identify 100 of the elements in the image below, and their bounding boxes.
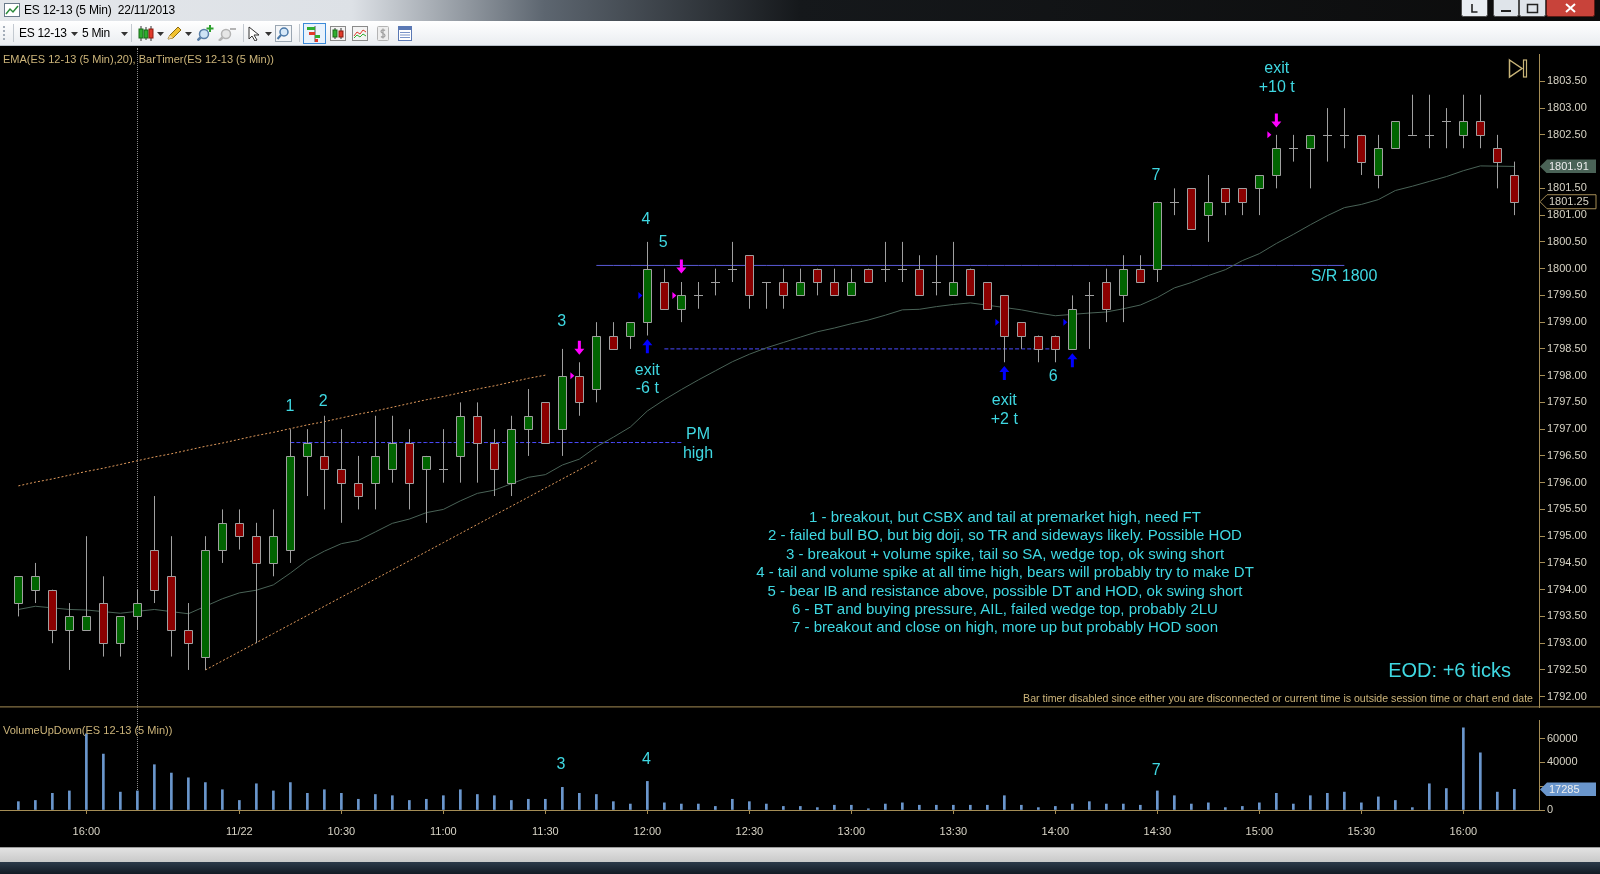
bar [238,800,241,810]
candlestick [710,268,721,296]
x-tick-label: 15:00 [1245,824,1274,837]
candlestick [438,428,449,484]
x-tick-label: 16:00 [72,824,101,837]
y-tick-label: 1794.00 [1547,582,1587,595]
annotation: 3 - breakout + volume spike, tail so SA, wedge top, ok swing short [785,544,1225,563]
annotation: 2 [318,392,328,411]
bar [1309,795,1312,810]
candlestick [354,455,363,510]
bar [561,787,564,810]
candlestick [880,241,891,283]
text: 1801.91 [1540,159,1596,174]
y-tick-label: 1793.50 [1547,609,1587,622]
y-tick-label: 1798.00 [1547,368,1587,381]
bar [391,795,394,810]
bar [289,782,292,810]
annotation: 1 [285,397,295,416]
bar [102,753,105,810]
candlestick [1459,94,1468,149]
x-tick-label: 11:30 [532,824,559,837]
y-tick-label: 0 [1547,803,1554,816]
x-tick-label: 14:30 [1143,824,1172,837]
annotation: 6 [1048,367,1058,386]
x-tick-label: 12:00 [633,824,662,837]
x-tick-label: 16:00 [1449,824,1478,837]
bar [663,802,666,810]
bar [1088,801,1091,810]
candlestick [761,281,772,310]
bar [1224,807,1227,810]
candlestick [1238,187,1247,216]
annotation: 5 [658,233,668,252]
bar [969,804,972,810]
y-tick-label: 1801.00 [1547,208,1587,221]
text: 1801.25 [1549,195,1589,208]
candlestick [949,241,958,296]
bar [1003,795,1006,810]
bar [1462,727,1465,810]
x-tick-label: 15:30 [1347,824,1376,837]
bar [935,804,938,810]
bar [204,782,207,810]
bar [1326,792,1329,810]
candlestick [303,428,312,497]
bar [187,777,190,810]
bar [408,800,411,810]
annotation: Bar timer disabled since either you are disconnected or current time is outside session time or chart end date [1023,692,1533,705]
bar [1377,796,1380,810]
candlestick [65,602,74,671]
chart-subtitle: EMA(ES 12-13 (5 Min),20), BarTimer(ES 12-13 (5 Min)) [3,53,274,66]
bar [901,802,904,810]
annotation: 6 - BT and buying pressure, AIL, failed wedge top, probably 2LU [792,600,1218,618]
bar [323,789,326,810]
candlestick [1255,174,1264,216]
x-tick-label: 13:30 [939,824,968,837]
bar [510,800,513,810]
annotation: PM high [682,425,714,463]
bar [918,804,921,810]
bar [1105,803,1108,810]
bar [1258,802,1261,810]
y-tick-label: 60000 [1547,731,1578,744]
y-tick-label: 1803.50 [1547,74,1587,87]
annotation: 7 [1151,761,1161,780]
y-tick-label: 1792.00 [1547,689,1587,702]
bar [578,792,581,810]
candlestick [609,321,618,350]
bar [1020,804,1023,810]
y-tick-label: 1797.50 [1547,395,1587,408]
chart-title: ES 12-13 (5 Min) 22/11/2013 [24,2,175,19]
bar [986,804,989,810]
candlestick [897,241,908,283]
bar [425,798,428,810]
bar [765,803,768,810]
candlestick [727,241,738,283]
candlestick [1169,187,1180,216]
bar [1275,792,1278,810]
bar [221,789,224,810]
y-tick-label: 1796.00 [1547,475,1587,488]
x-tick-label: 12:30 [735,824,764,837]
bar [697,803,700,810]
candlestick [82,535,91,631]
candlestick [320,415,329,510]
bar [1190,803,1193,810]
bar [459,789,462,810]
candlestick [1221,187,1230,216]
candlestick [626,321,635,350]
bar [1207,802,1210,810]
bar [272,790,275,810]
candlestick [1339,107,1350,149]
candlestick [524,388,533,457]
bar [340,792,343,810]
y-tick-label: 1792.50 [1547,662,1587,675]
bar [357,798,360,810]
bar [595,794,598,810]
annotation: 1 - breakout, but CSBX and tail at premarket high, need FT [809,508,1201,526]
candlestick [693,281,704,310]
bar [1071,803,1074,810]
bar [1054,806,1057,810]
candlestick [1084,281,1095,350]
x-tick-label: 11:00 [430,824,457,837]
candlestick [796,268,805,296]
